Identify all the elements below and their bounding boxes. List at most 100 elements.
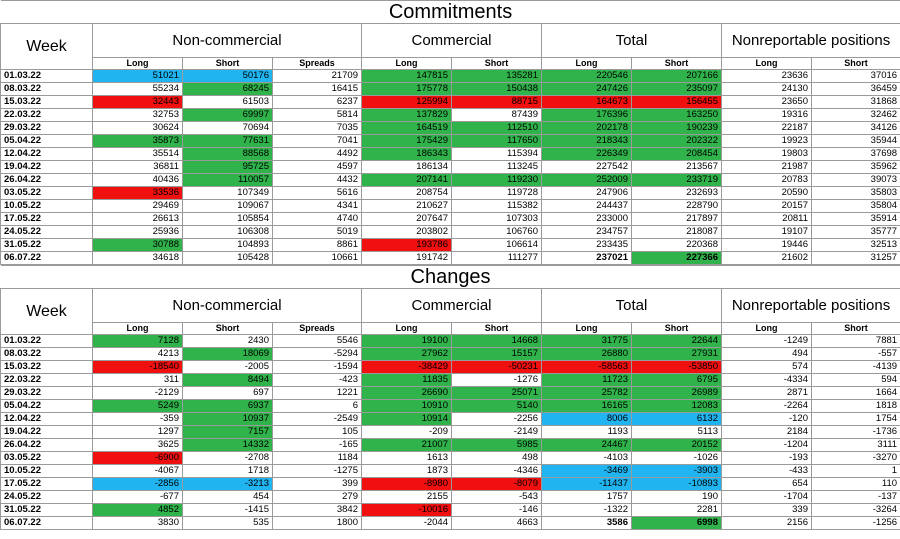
table-row: 15.03.22 32443 61503 6237 125994 88715 164673 1… (0, 95, 900, 109)
value-cell: 117650 (451, 134, 542, 148)
value-cell: 498 (451, 451, 542, 465)
value-cell: 8861 (272, 238, 362, 252)
value-cell: 125994 (361, 95, 452, 109)
changes-title: Changes (0, 265, 900, 289)
value-cell: 37698 (810, 147, 900, 161)
value-cell: 106308 (182, 225, 273, 239)
column-header-long: Long (361, 322, 452, 335)
week-cell: 10.05.22 (0, 464, 93, 478)
value-cell: 228790 (631, 199, 722, 213)
value-cell: 202178 (541, 121, 632, 135)
value-cell: -2856 (92, 477, 183, 491)
value-cell: 3586 (541, 516, 632, 530)
value-cell: 25936 (92, 225, 183, 239)
value-cell: 10914 (361, 412, 452, 426)
value-cell: 244437 (541, 199, 632, 213)
value-cell: -137 (810, 490, 900, 504)
value-cell: 6998 (631, 516, 722, 530)
value-cell: 21602 (721, 251, 812, 265)
non-commercial-header: Non-commercial (92, 23, 362, 58)
value-cell: -433 (721, 464, 812, 478)
value-cell: 233435 (541, 238, 632, 252)
value-cell: 32513 (810, 238, 900, 252)
value-cell: 25071 (451, 386, 542, 400)
value-cell: 1 (810, 464, 900, 478)
value-cell: 111277 (451, 251, 542, 265)
value-cell: 4740 (272, 212, 362, 226)
value-cell: 8494 (182, 373, 273, 387)
value-cell: 2430 (182, 334, 273, 348)
week-cell: 26.04.22 (0, 438, 93, 452)
changes-title-row: Changes (0, 265, 900, 289)
week-cell: 05.04.22 (0, 134, 93, 148)
table-row: 08.03.22 55234 68245 16415 175778 150438 24742… (0, 82, 900, 96)
value-cell: 16415 (272, 82, 362, 96)
value-cell: 35914 (810, 212, 900, 226)
value-cell: 112510 (451, 121, 542, 135)
value-cell: 2281 (631, 503, 722, 517)
table-row: 15.03.22 -18540 -2005 -1594 -38429 -50231 -585… (0, 360, 900, 374)
week-cell: 05.04.22 (0, 399, 93, 413)
value-cell: 1754 (810, 412, 900, 426)
value-cell: 1873 (361, 464, 452, 478)
value-cell: 164519 (361, 121, 452, 135)
table-row: 01.03.22 51021 50176 21709 147815 135281 22054… (0, 69, 900, 83)
value-cell: 7128 (92, 334, 183, 348)
value-cell: 88715 (451, 95, 542, 109)
value-cell: -2044 (361, 516, 452, 530)
value-cell: 175778 (361, 82, 452, 96)
value-cell: 217897 (631, 212, 722, 226)
week-header: Week (0, 23, 93, 70)
value-cell: -193 (721, 451, 812, 465)
value-cell: -209 (361, 425, 452, 439)
value-cell: -5294 (272, 347, 362, 361)
value-cell: 247426 (541, 82, 632, 96)
week-cell: 06.07.22 (0, 251, 93, 265)
value-cell: 5019 (272, 225, 362, 239)
value-cell: -1594 (272, 360, 362, 374)
table-row: 26.04.22 3625 14332 -165 21007 5985 24467 20152… (0, 438, 900, 452)
changes-table: Changes Week Non-commercial Commercial Total… (0, 265, 900, 530)
value-cell: 6132 (631, 412, 722, 426)
value-cell: 234757 (541, 225, 632, 239)
value-cell: 190 (631, 490, 722, 504)
value-cell: 227542 (541, 160, 632, 174)
value-cell: 22187 (721, 121, 812, 135)
value-cell: -1256 (810, 516, 900, 530)
table-row: 29.03.22 30624 70694 7035 164519 112510 202178… (0, 121, 900, 135)
value-cell: 2156 (721, 516, 812, 530)
value-cell: -8079 (451, 477, 542, 491)
value-cell: 19100 (361, 334, 452, 348)
table-row: 05.04.22 5249 6937 6 10910 5140 16165 12083 -226… (0, 399, 900, 413)
week-cell: 26.04.22 (0, 173, 93, 187)
value-cell: 190239 (631, 121, 722, 135)
value-cell: 70694 (182, 121, 273, 135)
value-cell: 33536 (92, 186, 183, 200)
week-cell: 31.05.22 (0, 238, 93, 252)
value-cell: 4852 (92, 503, 183, 517)
value-cell: 77631 (182, 134, 273, 148)
value-cell: 208454 (631, 147, 722, 161)
value-cell: 220368 (631, 238, 722, 252)
week-cell: 03.05.22 (0, 186, 93, 200)
value-cell: 35514 (92, 147, 183, 161)
value-cell: 235097 (631, 82, 722, 96)
week-cell: 31.05.22 (0, 503, 93, 517)
value-cell: 3111 (810, 438, 900, 452)
commitments-title: Commitments (0, 0, 900, 24)
value-cell: 1297 (92, 425, 183, 439)
value-cell: -120 (721, 412, 812, 426)
value-cell: 213567 (631, 160, 722, 174)
value-cell: 109067 (182, 199, 273, 213)
value-cell: 208754 (361, 186, 452, 200)
value-cell: 137829 (361, 108, 452, 122)
value-cell: 654 (721, 477, 812, 491)
value-cell: 252009 (541, 173, 632, 187)
week-cell: 19.04.22 (0, 160, 93, 174)
value-cell: 233000 (541, 212, 632, 226)
value-cell: -3264 (810, 503, 900, 517)
column-header-short: Short (451, 322, 542, 335)
value-cell: 147815 (361, 69, 452, 83)
commitments-table: Commitments Week Non-commercial Commercial T… (0, 0, 900, 265)
